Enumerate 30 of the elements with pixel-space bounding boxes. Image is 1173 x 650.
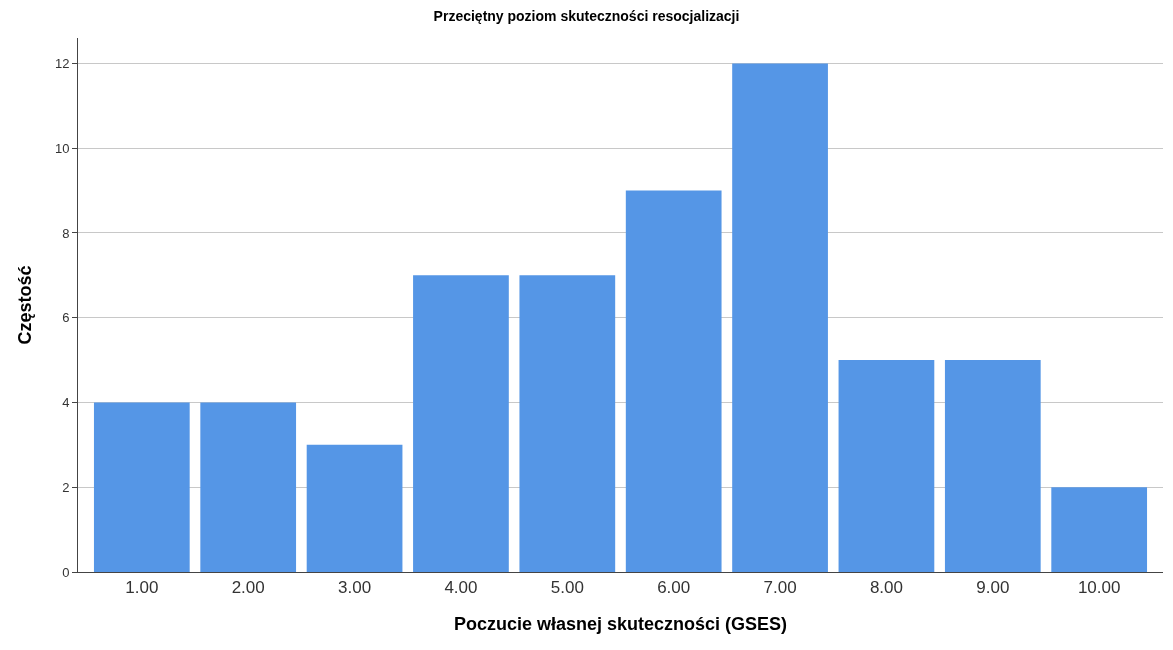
x-tick-label: 1.00 — [125, 578, 159, 598]
y-tick-label: 4 — [62, 395, 70, 411]
y-tick-label: 6 — [62, 310, 70, 326]
x-axis-title: Poczucie własnej skuteczności (GSES) — [453, 613, 788, 634]
bar — [625, 190, 722, 572]
y-tick-label: 2 — [62, 479, 70, 495]
bar — [944, 360, 1041, 572]
y-tick-label: 8 — [62, 225, 70, 241]
x-tick-label: 7.00 — [763, 578, 797, 598]
y-tick-label: 0 — [62, 564, 70, 580]
chart-title: Przeciętny poziom skuteczności resocjalizacji — [433, 8, 740, 25]
x-tick-label: 3.00 — [338, 578, 372, 598]
bar — [838, 360, 935, 572]
bar — [519, 275, 616, 572]
x-tick-label: 5.00 — [550, 578, 584, 598]
y-tick-label: 12 — [54, 55, 70, 71]
x-tick-label: 6.00 — [657, 578, 691, 598]
bar — [413, 275, 509, 572]
bar — [732, 63, 828, 572]
x-tick-label: 8.00 — [869, 578, 903, 598]
bar — [1051, 487, 1148, 572]
x-tick-label: 2.00 — [231, 578, 265, 598]
bar — [200, 402, 297, 572]
bar — [93, 402, 190, 572]
bar — [306, 444, 403, 572]
y-axis-title: Częstość — [15, 265, 36, 345]
x-tick-label: 10.00 — [1077, 578, 1121, 598]
x-tick-label: 9.00 — [976, 578, 1010, 598]
y-tick-label: 10 — [54, 140, 70, 156]
x-tick-label: 4.00 — [444, 578, 478, 598]
